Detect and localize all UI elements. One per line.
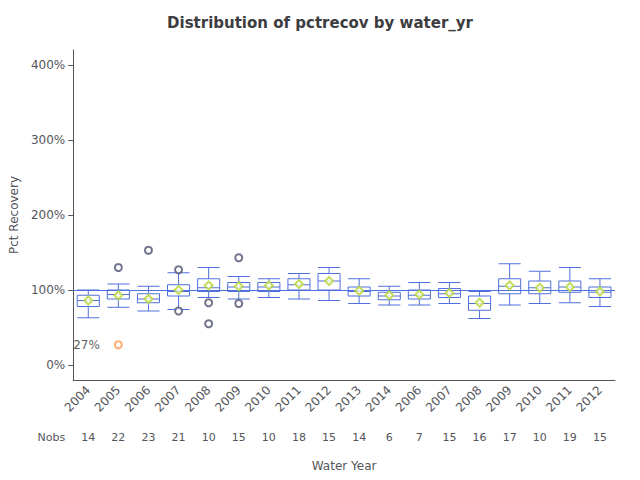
svg-text:2006: 2006 (393, 383, 424, 414)
svg-text:Water Year: Water Year (312, 459, 377, 473)
svg-text:2012: 2012 (573, 383, 604, 414)
svg-text:0%: 0% (46, 358, 65, 372)
svg-text:400%: 400% (31, 58, 65, 72)
svg-text:2008: 2008 (182, 383, 213, 414)
svg-text:300%: 300% (31, 133, 65, 147)
svg-text:19: 19 (563, 431, 577, 444)
svg-text:2011: 2011 (543, 383, 574, 414)
svg-text:21: 21 (172, 431, 186, 444)
svg-text:27%: 27% (73, 338, 100, 352)
svg-text:Nobs: Nobs (38, 431, 66, 444)
svg-text:17: 17 (503, 431, 517, 444)
svg-text:2014: 2014 (363, 383, 394, 414)
svg-text:2013: 2013 (333, 383, 364, 414)
svg-text:2012: 2012 (303, 383, 334, 414)
svg-text:2011: 2011 (272, 383, 303, 414)
svg-text:2008: 2008 (453, 383, 484, 414)
svg-text:2009: 2009 (212, 383, 243, 414)
svg-text:15: 15 (322, 431, 336, 444)
svg-text:2007: 2007 (423, 383, 454, 414)
svg-text:200%: 200% (31, 208, 65, 222)
svg-text:23: 23 (141, 431, 155, 444)
svg-text:2010: 2010 (513, 383, 544, 414)
svg-text:14: 14 (81, 431, 95, 444)
svg-text:15: 15 (442, 431, 456, 444)
svg-text:Pct Recovery: Pct Recovery (7, 176, 21, 254)
svg-text:100%: 100% (31, 283, 65, 297)
svg-text:22: 22 (111, 431, 125, 444)
svg-text:2007: 2007 (152, 383, 183, 414)
svg-text:2005: 2005 (92, 383, 123, 414)
svg-text:15: 15 (593, 431, 607, 444)
svg-text:Distribution of pctrecov by wa: Distribution of pctrecov by water_yr (167, 14, 474, 32)
svg-text:2010: 2010 (242, 383, 273, 414)
svg-text:15: 15 (232, 431, 246, 444)
svg-text:16: 16 (473, 431, 487, 444)
svg-text:14: 14 (352, 431, 366, 444)
svg-text:2004: 2004 (62, 383, 93, 414)
svg-text:2006: 2006 (122, 383, 153, 414)
svg-text:10: 10 (262, 431, 276, 444)
svg-text:10: 10 (202, 431, 216, 444)
svg-text:6: 6 (386, 431, 393, 444)
svg-text:18: 18 (292, 431, 306, 444)
svg-text:10: 10 (533, 431, 547, 444)
svg-text:2009: 2009 (483, 383, 514, 414)
svg-text:7: 7 (416, 431, 423, 444)
